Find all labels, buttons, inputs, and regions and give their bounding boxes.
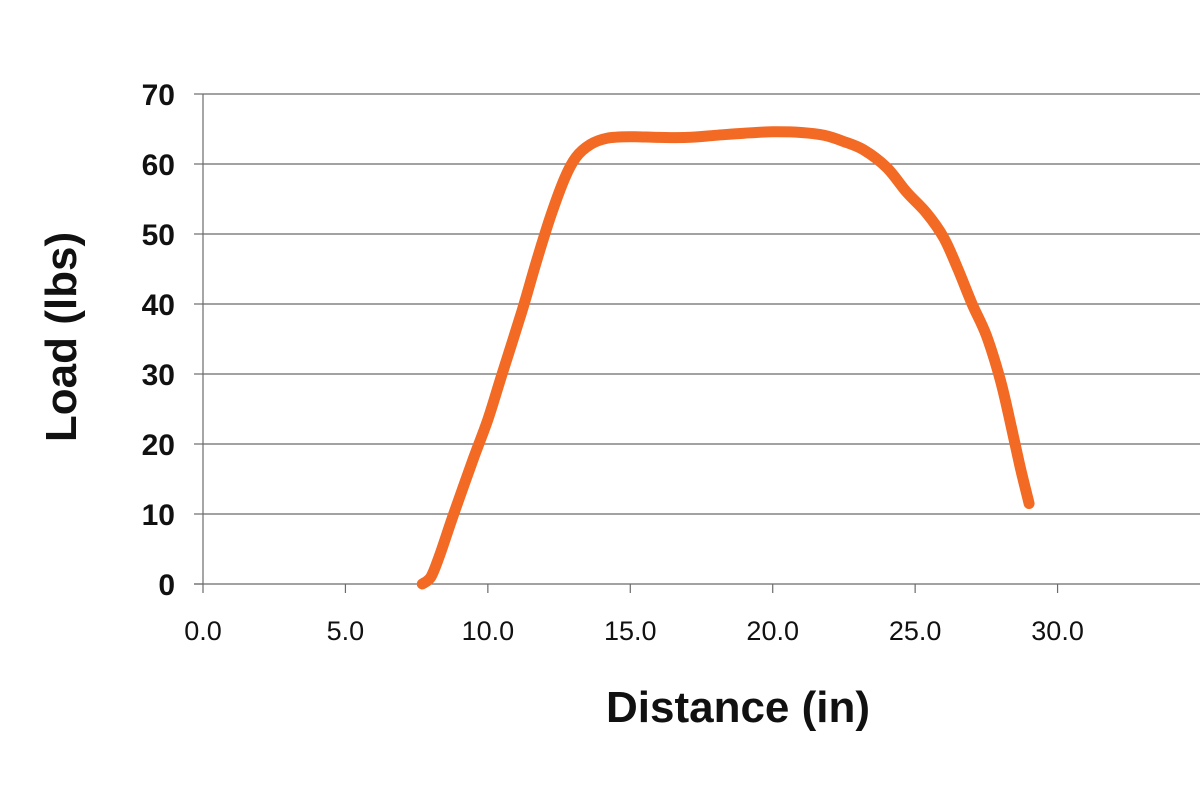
- x-ticks: 0.0 5.0 10.0 15.0 20.0 25.0 30.0: [184, 584, 1084, 646]
- x-tick-label-10.0: 10.0: [462, 616, 515, 646]
- y-ticks: 0 10 20 30 40 50 60 70: [142, 79, 203, 602]
- y-tick-label-10: 10: [142, 499, 175, 532]
- y-tick-label-40: 40: [142, 289, 175, 322]
- y-tick-label-0: 0: [158, 569, 175, 602]
- y-tick-label-20: 20: [142, 429, 175, 462]
- y-tick-label-70: 70: [142, 79, 175, 112]
- axes: [194, 94, 1200, 585]
- y-tick-label-30: 30: [142, 359, 175, 392]
- grid-lines: [203, 93, 1200, 515]
- x-tick-label-0.0: 0.0: [184, 616, 222, 646]
- y-axis-title: Load (lbs): [37, 232, 86, 442]
- x-tick-label-30.0: 30.0: [1031, 616, 1084, 646]
- y-tick-label-60: 60: [142, 149, 175, 182]
- x-tick-label-15.0: 15.0: [604, 616, 657, 646]
- x-axis-title: Distance (in): [606, 683, 870, 732]
- x-tick-label-20.0: 20.0: [746, 616, 799, 646]
- y-tick-label-50: 50: [142, 219, 175, 252]
- x-tick-label-25.0: 25.0: [889, 616, 942, 646]
- x-tick-label-5.0: 5.0: [327, 616, 365, 646]
- load-curve: [416, 126, 1035, 590]
